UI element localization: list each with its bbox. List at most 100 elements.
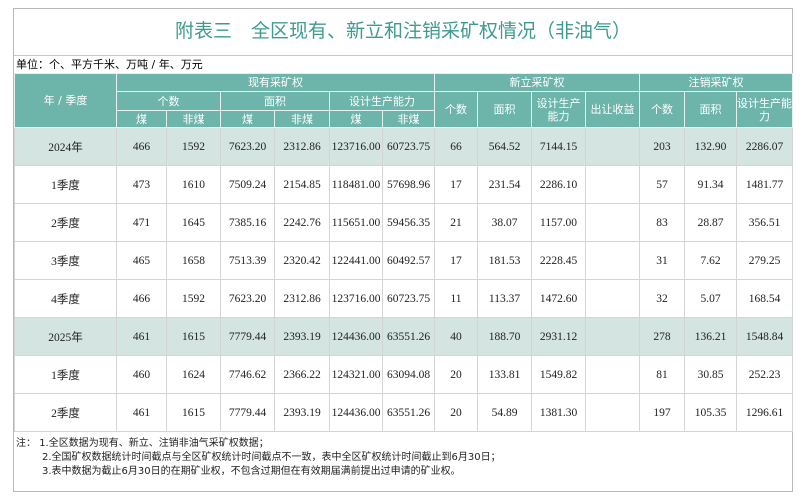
header-cell: 出让收益 bbox=[585, 91, 641, 128]
value-cell: 38.07 bbox=[477, 203, 533, 242]
value-cell: 123716.00 bbox=[329, 127, 383, 166]
period-cell: 1季度 bbox=[14, 165, 117, 204]
value-cell: 471 bbox=[116, 203, 167, 242]
header-cell: 个数 bbox=[639, 91, 686, 128]
value-cell: 2312.86 bbox=[274, 127, 330, 166]
empty-cell bbox=[585, 241, 641, 280]
value-cell: 2393.19 bbox=[274, 317, 330, 356]
header-cell: 非煤 bbox=[274, 110, 330, 128]
period-cell: 2024年 bbox=[14, 127, 117, 166]
header-cell: 非煤 bbox=[381, 110, 436, 128]
value-cell: 124321.00 bbox=[329, 355, 383, 394]
header-cell: 面积 bbox=[684, 91, 738, 128]
value-cell: 1548.84 bbox=[736, 317, 794, 356]
table-row: 2季度 471 1645 7385.16 2242.76 115651.00 59456.3… bbox=[14, 203, 794, 242]
value-cell: 17 bbox=[434, 165, 479, 204]
value-cell: 20 bbox=[434, 393, 479, 432]
value-cell: 105.35 bbox=[684, 393, 738, 432]
value-cell: 54.89 bbox=[477, 393, 533, 432]
value-cell: 115651.00 bbox=[329, 203, 383, 242]
table-row: 2季度 461 1615 7779.44 2393.19 124436.00 63551.2… bbox=[14, 393, 794, 432]
value-cell: 1645 bbox=[166, 203, 221, 242]
table-row: 2024年 466 1592 7623.20 2312.86 123716.00 60723… bbox=[14, 127, 794, 166]
value-cell: 1592 bbox=[166, 127, 221, 166]
value-cell: 136.21 bbox=[684, 317, 738, 356]
value-cell: 2312.86 bbox=[274, 279, 330, 318]
value-cell: 1658 bbox=[166, 241, 221, 280]
value-cell: 1615 bbox=[166, 393, 221, 432]
table-row: 1季度 460 1624 7746.62 2366.22 124321.00 63094.0… bbox=[14, 355, 794, 394]
value-cell: 60723.75 bbox=[381, 127, 436, 166]
table-row: 3季度 465 1658 7513.39 2320.42 122441.00 60492.5… bbox=[14, 241, 794, 280]
value-cell: 203 bbox=[639, 127, 686, 166]
value-cell: 7623.20 bbox=[220, 279, 275, 318]
value-cell: 7385.16 bbox=[220, 203, 275, 242]
value-cell: 63551.26 bbox=[381, 393, 436, 432]
period-cell: 2季度 bbox=[14, 203, 117, 242]
value-cell: 7779.44 bbox=[220, 317, 275, 356]
header-cell: 面积 bbox=[220, 91, 330, 111]
value-cell: 60723.75 bbox=[381, 279, 436, 318]
value-cell: 1592 bbox=[166, 279, 221, 318]
empty-cell bbox=[585, 355, 641, 394]
empty-cell bbox=[585, 279, 641, 318]
value-cell: 181.53 bbox=[477, 241, 533, 280]
value-cell: 466 bbox=[116, 127, 167, 166]
header-cell: 现有采矿权 bbox=[115, 73, 436, 92]
value-cell: 1296.61 bbox=[736, 393, 794, 432]
value-cell: 113.37 bbox=[477, 279, 533, 318]
value-cell: 123716.00 bbox=[329, 279, 383, 318]
header-cell: 面积 bbox=[477, 91, 533, 128]
value-cell: 133.81 bbox=[477, 355, 533, 394]
value-cell: 1157.00 bbox=[531, 203, 587, 242]
value-cell: 564.52 bbox=[477, 127, 533, 166]
value-cell: 17 bbox=[434, 241, 479, 280]
value-cell: 278 bbox=[639, 317, 686, 356]
value-cell: 1624 bbox=[166, 355, 221, 394]
value-cell: 59456.35 bbox=[381, 203, 436, 242]
table-row: 1季度 473 1610 7509.24 2154.85 118481.00 57698.9… bbox=[14, 165, 794, 204]
value-cell: 40 bbox=[434, 317, 479, 356]
value-cell: 2154.85 bbox=[274, 165, 330, 204]
empty-cell bbox=[585, 393, 641, 432]
value-cell: 21 bbox=[434, 203, 479, 242]
value-cell: 30.85 bbox=[684, 355, 738, 394]
value-cell: 83 bbox=[639, 203, 686, 242]
header-cell: 煤 bbox=[329, 110, 383, 128]
value-cell: 2286.10 bbox=[531, 165, 587, 204]
value-cell: 66 bbox=[434, 127, 479, 166]
period-cell: 4季度 bbox=[14, 279, 117, 318]
value-cell: 2286.07 bbox=[736, 127, 794, 166]
value-cell: 2228.45 bbox=[531, 241, 587, 280]
empty-cell bbox=[585, 165, 641, 204]
value-cell: 7623.20 bbox=[220, 127, 275, 166]
value-cell: 57 bbox=[639, 165, 686, 204]
value-cell: 461 bbox=[116, 393, 167, 432]
value-cell: 197 bbox=[639, 393, 686, 432]
value-cell: 7144.15 bbox=[531, 127, 587, 166]
value-cell: 1381.30 bbox=[531, 393, 587, 432]
value-cell: 231.54 bbox=[477, 165, 533, 204]
value-cell: 7509.24 bbox=[220, 165, 275, 204]
value-cell: 124436.00 bbox=[329, 393, 383, 432]
value-cell: 91.34 bbox=[684, 165, 738, 204]
value-cell: 57698.96 bbox=[381, 165, 436, 204]
value-cell: 473 bbox=[116, 165, 167, 204]
value-cell: 122441.00 bbox=[329, 241, 383, 280]
value-cell: 168.54 bbox=[736, 279, 794, 318]
header-cell: 设计生产能力 bbox=[736, 91, 794, 128]
unit: 单位：个、平方千米、万吨 / 年、万元 bbox=[16, 58, 203, 71]
value-cell: 2320.42 bbox=[274, 241, 330, 280]
value-cell: 1481.77 bbox=[736, 165, 794, 204]
header-cell: 煤 bbox=[116, 110, 167, 128]
notes-label: 注： bbox=[16, 438, 36, 449]
value-cell: 466 bbox=[116, 279, 167, 318]
period-cell: 2季度 bbox=[14, 393, 117, 432]
header-cell: 注销采矿权 bbox=[639, 73, 794, 92]
header-cell: 新立采矿权 bbox=[434, 73, 641, 92]
note-item: 1.全区数据为现有、新立、注销非油气采矿权数据； bbox=[39, 438, 269, 449]
period-cell: 1季度 bbox=[14, 355, 117, 394]
value-cell: 20 bbox=[434, 355, 479, 394]
value-cell: 7.62 bbox=[684, 241, 738, 280]
